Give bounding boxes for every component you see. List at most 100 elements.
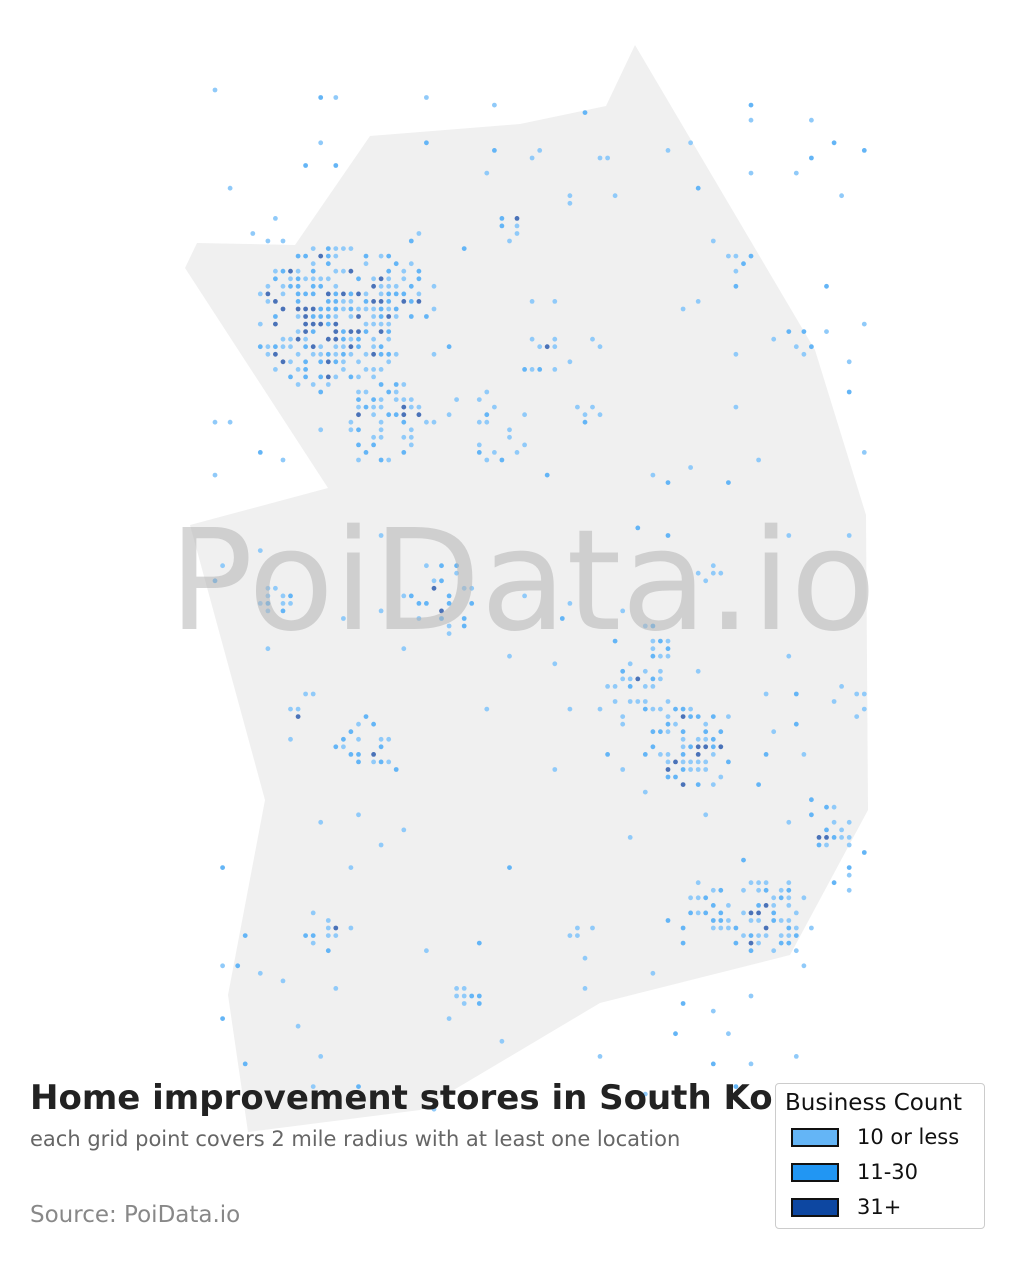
grid-point: [341, 367, 346, 372]
grid-point: [756, 457, 761, 463]
grid-point: [348, 351, 354, 357]
grid-point: [401, 268, 407, 274]
grid-point: [733, 1084, 739, 1089]
grid-point: [341, 299, 346, 304]
grid-point: [378, 276, 384, 282]
grid-point: [363, 321, 369, 327]
map-subtitle: each grid point covers 2 mile radius wit…: [30, 1127, 681, 1151]
grid-point: [710, 925, 716, 931]
grid-point: [371, 434, 376, 440]
grid-point: [424, 601, 429, 606]
grid-point: [265, 344, 271, 350]
grid-point: [461, 986, 467, 991]
grid-point: [371, 721, 376, 727]
grid-point: [408, 238, 414, 244]
grid-point: [257, 321, 263, 327]
grid-point: [748, 933, 754, 938]
grid-point: [416, 299, 422, 304]
grid-point: [567, 706, 573, 712]
grid-point: [393, 767, 399, 772]
grid-point: [710, 736, 716, 742]
grid-point: [665, 480, 671, 485]
grid-point: [273, 216, 278, 221]
grid-point: [484, 389, 490, 395]
grid-point: [212, 578, 218, 584]
grid-point: [635, 676, 641, 682]
grid-point: [341, 291, 346, 297]
grid-point: [408, 397, 414, 402]
grid-point: [771, 336, 777, 342]
grid-point: [756, 940, 761, 946]
grid-point: [620, 767, 626, 772]
grid-point: [688, 910, 693, 916]
grid-point: [416, 291, 422, 297]
grid-point: [371, 412, 376, 418]
grid-point: [348, 865, 354, 870]
grid-point: [861, 850, 867, 855]
grid-point: [461, 585, 467, 591]
grid-point: [401, 291, 407, 297]
grid-point: [816, 835, 822, 840]
grid-point: [288, 593, 293, 599]
grid-point: [454, 986, 459, 991]
grid-point: [386, 389, 392, 395]
grid-point: [446, 412, 452, 418]
grid-point: [273, 314, 278, 319]
grid-point: [492, 148, 497, 153]
legend: Business Count 10 or less 11-30 31+: [775, 1083, 985, 1229]
grid-point: [514, 216, 520, 221]
legend-label: 11-30: [857, 1160, 919, 1184]
grid-point: [371, 759, 376, 765]
grid-point: [476, 940, 482, 946]
grid-point: [318, 314, 324, 319]
grid-point: [778, 940, 784, 946]
grid-point: [310, 691, 316, 697]
grid-point: [793, 948, 799, 954]
grid-point: [310, 314, 316, 319]
grid-point: [363, 291, 369, 297]
grid-point: [371, 283, 376, 289]
grid-point: [582, 955, 588, 961]
grid-point: [363, 261, 369, 267]
grid-point: [824, 827, 829, 833]
grid-point: [680, 1001, 686, 1006]
grid-point: [778, 918, 784, 923]
grid-point: [552, 367, 558, 372]
grid-point: [748, 170, 754, 176]
grid-point: [793, 1054, 799, 1059]
grid-point: [424, 563, 429, 569]
grid-point: [801, 752, 807, 757]
grid-point: [356, 359, 361, 365]
grid-point: [620, 668, 626, 674]
grid-point: [446, 631, 452, 636]
grid-point: [273, 367, 278, 372]
grid-point: [650, 676, 656, 682]
grid-point: [718, 570, 724, 576]
grid-point: [665, 721, 671, 727]
grid-point: [793, 933, 799, 938]
grid-point: [756, 910, 761, 916]
grid-point: [416, 268, 422, 274]
grid-point: [710, 1008, 716, 1014]
grid-point: [333, 336, 339, 342]
grid-point: [408, 442, 414, 448]
grid-point: [861, 691, 867, 697]
grid-point: [386, 268, 392, 274]
grid-point: [688, 714, 693, 719]
grid-point: [582, 986, 588, 991]
grid-point: [642, 789, 648, 795]
grid-point: [310, 933, 316, 938]
grid-point: [529, 367, 535, 372]
grid-point: [325, 261, 331, 267]
grid-point: [831, 819, 837, 825]
grid-point: [408, 404, 414, 410]
grid-point: [537, 148, 543, 153]
map-title: Home improvement stores in South Korea: [30, 1078, 836, 1118]
grid-point: [854, 714, 860, 719]
grid-point: [846, 389, 852, 395]
grid-point: [348, 314, 354, 319]
grid-point: [756, 887, 761, 893]
grid-point: [680, 736, 686, 742]
grid-point: [454, 397, 459, 402]
grid-point: [688, 759, 693, 765]
